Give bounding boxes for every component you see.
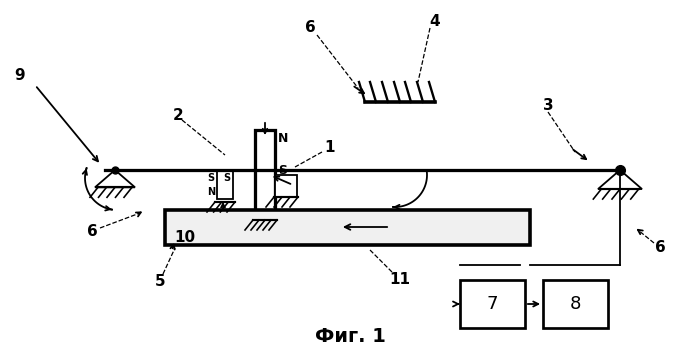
Bar (217, 171, 233, 199)
Text: Фиг. 1: Фиг. 1 (314, 327, 386, 347)
Text: 9: 9 (15, 67, 25, 82)
Text: 11: 11 (389, 273, 410, 288)
Text: 2: 2 (173, 107, 183, 122)
Text: 6: 6 (87, 224, 97, 239)
Text: 6: 6 (654, 240, 666, 255)
Text: 1: 1 (325, 141, 335, 156)
Text: 3: 3 (542, 97, 553, 112)
Text: S: S (223, 173, 230, 183)
Bar (255, 130, 275, 220)
Text: 5: 5 (155, 275, 165, 290)
Text: 8: 8 (569, 295, 581, 313)
Text: N: N (207, 187, 215, 197)
Bar (460, 280, 525, 328)
Text: 6: 6 (304, 21, 316, 36)
Text: 10: 10 (174, 230, 195, 245)
Bar (275, 175, 297, 197)
Text: 4: 4 (430, 15, 440, 30)
Bar (543, 280, 608, 328)
Text: S: S (278, 163, 287, 177)
Text: N: N (278, 132, 288, 144)
Text: 7: 7 (486, 295, 498, 313)
Bar (165, 210, 530, 245)
Text: S: S (207, 173, 215, 183)
